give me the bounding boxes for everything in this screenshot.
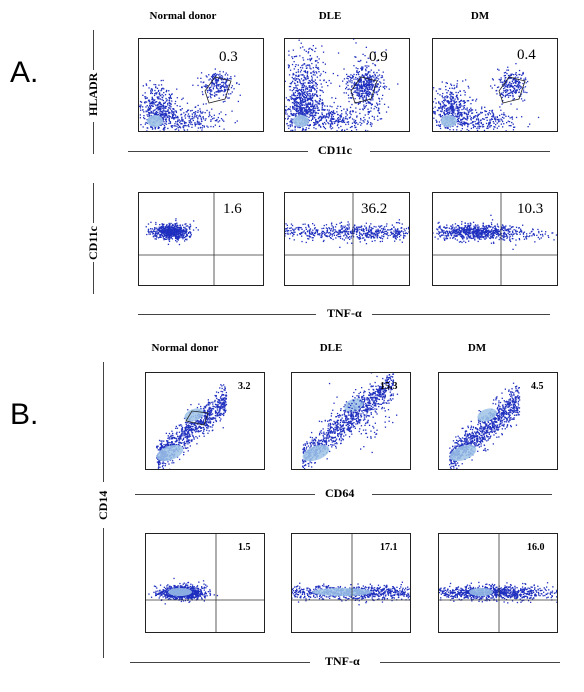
b-row2-scatter-dm (439, 534, 557, 632)
b-row1-scatter-dle (302, 373, 399, 469)
panel-b-col-dm: DM (467, 342, 487, 354)
b-row2-value-dm: 16.0 (527, 542, 545, 553)
a-row2-xrule-right (372, 314, 550, 315)
b-row2-plot-dm: 16.0 (438, 533, 558, 633)
panel-b-col-dle: DLE (319, 342, 343, 354)
b-row1-value-normal: 3.2 (238, 381, 251, 392)
b-row1-scatter-dm (449, 382, 521, 469)
a-row1-value-normal: 0.3 (219, 49, 238, 65)
a-row2-ylabel: CD11c (86, 226, 100, 260)
a-row1-plot-dle: 0.9 (284, 38, 410, 132)
panel-a-col-dle: DLE (318, 10, 342, 22)
b-row1-value-dm: 4.5 (531, 381, 544, 392)
a-row1-ylabel: HLADR (86, 72, 100, 116)
b-row1-scatter-normal (156, 384, 228, 469)
b-row2-xlabel: TNF-α (325, 654, 360, 668)
b-row2-plot-normal: 1.5 (145, 533, 265, 633)
a-row2-plot-dm: 10.3 (432, 192, 558, 286)
panel-a-col-dm: DM (470, 10, 490, 22)
a-row1-plot-normal: 0.3 (138, 38, 264, 132)
panel-b-col-normal: Normal donor (151, 342, 219, 354)
a-row2-value-normal: 1.6 (223, 201, 242, 217)
b-yrule-bottom (103, 528, 104, 658)
a-row2-value-dle: 36.2 (361, 201, 388, 217)
b-row1-xrule-left (135, 494, 315, 495)
a-row2-xrule-left (138, 314, 316, 315)
a-row2-yrule-top (93, 183, 94, 223)
a-row2-scatter-dle (285, 193, 409, 285)
a-row2-xlabel: TNF-α (327, 306, 362, 320)
a-row1-value-dm: 0.4 (517, 47, 536, 63)
a-row2-scatter-normal (139, 193, 263, 285)
b-ylabel: CD14 (96, 490, 110, 520)
a-row2-scatter-dm (433, 193, 557, 285)
b-row1-xlabel: CD64 (325, 486, 355, 500)
a-row1-scatter-dm (433, 63, 540, 131)
b-row2-xrule-left (130, 662, 310, 663)
a-row1-yrule-top (93, 30, 94, 70)
panel-a-col-normal: Normal donor (149, 10, 217, 22)
b-row1-value-dle: 15.3 (380, 381, 398, 392)
b-row1-xrule-right (372, 494, 552, 495)
a-row1-xlabel: CD11c (318, 143, 352, 157)
a-row2-value-dm: 10.3 (517, 201, 544, 217)
a-row2-yrule-bottom (93, 262, 94, 294)
a-row1-plot-dm: 0.4 (432, 38, 558, 132)
b-row1-plot-dm: 4.5 (438, 372, 558, 470)
a-row1-scatter-normal (139, 68, 241, 131)
b-row1-plot-normal: 3.2 (145, 372, 265, 470)
b-row1-plot-dle: 15.3 (291, 372, 411, 470)
a-row2-plot-dle: 36.2 (284, 192, 410, 286)
a-row1-yrule-bottom (93, 122, 94, 154)
a-row1-xrule-left (128, 151, 308, 152)
b-row2-value-normal: 1.5 (238, 542, 251, 553)
a-row2-plot-normal: 1.6 (138, 192, 264, 286)
a-row1-xrule-right (370, 151, 550, 152)
b-yrule-top (103, 362, 104, 482)
a-row1-scatter-dle (285, 39, 399, 131)
panel-b-letter: B. (10, 398, 39, 431)
b-row2-value-dle: 17.1 (380, 542, 398, 553)
panel-a-letter: A. (10, 56, 39, 89)
b-row2-plot-dle: 17.1 (291, 533, 411, 633)
b-row2-scatter-dle (292, 534, 410, 632)
b-row2-scatter-normal (146, 534, 264, 632)
b-row2-xrule-right (380, 662, 560, 663)
a-row1-value-dle: 0.9 (369, 49, 388, 65)
